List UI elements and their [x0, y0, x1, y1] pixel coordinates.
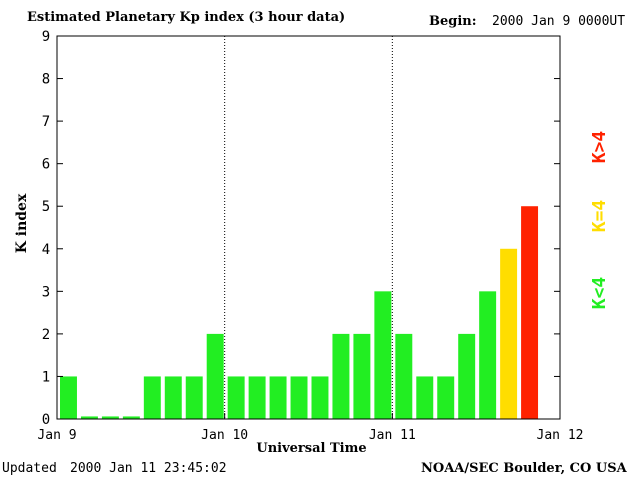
y-tick-label: 8	[42, 72, 50, 88]
y-tick-label: 6	[42, 157, 50, 173]
kp-bar	[143, 376, 161, 419]
y-tick-label: 3	[42, 284, 50, 300]
kp-bar	[374, 291, 392, 419]
kp-bar	[185, 376, 203, 419]
kp-bar	[395, 333, 413, 419]
kp-bar	[479, 291, 497, 419]
x-tick-label: Jan 11	[369, 428, 416, 443]
y-tick-label: 9	[42, 29, 50, 45]
kp-bar	[227, 376, 245, 419]
y-tick-label: 1	[42, 369, 50, 385]
kp-bar	[353, 333, 371, 419]
kp-bar	[269, 376, 287, 419]
begin-value: 2000 Jan 9 0000UT	[492, 14, 626, 29]
y-tick-label: 0	[42, 412, 50, 428]
y-tick-label: 7	[42, 114, 50, 130]
kp-bar	[416, 376, 434, 419]
kp-bar	[206, 333, 224, 419]
y-tick-label: 5	[42, 199, 50, 215]
source-credit: NOAA/SEC Boulder, CO USA	[421, 461, 627, 476]
legend-k-less-4: K<4	[589, 276, 610, 310]
kp-bar	[164, 376, 182, 419]
legend-k-greater-4: K>4	[589, 130, 610, 164]
y-tick-label: 2	[42, 327, 50, 343]
x-tick-label: Jan 12	[537, 428, 584, 443]
y-tick-label: 4	[42, 242, 50, 258]
kp-bar	[332, 333, 350, 419]
plot-frame	[56, 35, 561, 420]
chart-title: Estimated Planetary Kp index (3 hour dat…	[27, 10, 346, 25]
x-tick-label: Jan 10	[201, 428, 248, 443]
kp-bar	[80, 416, 98, 419]
kp-bar	[521, 206, 539, 419]
x-tick-label: Jan 9	[37, 428, 76, 443]
legend-k-equal-4: K=4	[589, 199, 610, 233]
x-axis-label: Universal Time	[256, 441, 366, 456]
kp-bar	[311, 376, 329, 419]
begin-label: Begin:	[429, 14, 477, 29]
kp-bar	[500, 248, 518, 419]
updated-value: 2000 Jan 11 23:45:02	[70, 461, 227, 476]
kp-bar	[101, 416, 119, 419]
y-axis-label: K index	[14, 193, 30, 253]
updated-label: Updated	[2, 461, 57, 476]
kp-bar	[290, 376, 308, 419]
kp-bar	[60, 376, 77, 419]
kp-bar	[458, 333, 476, 419]
kp-bar	[248, 376, 266, 419]
kp-bar	[437, 376, 455, 419]
kp-bar	[122, 416, 140, 419]
